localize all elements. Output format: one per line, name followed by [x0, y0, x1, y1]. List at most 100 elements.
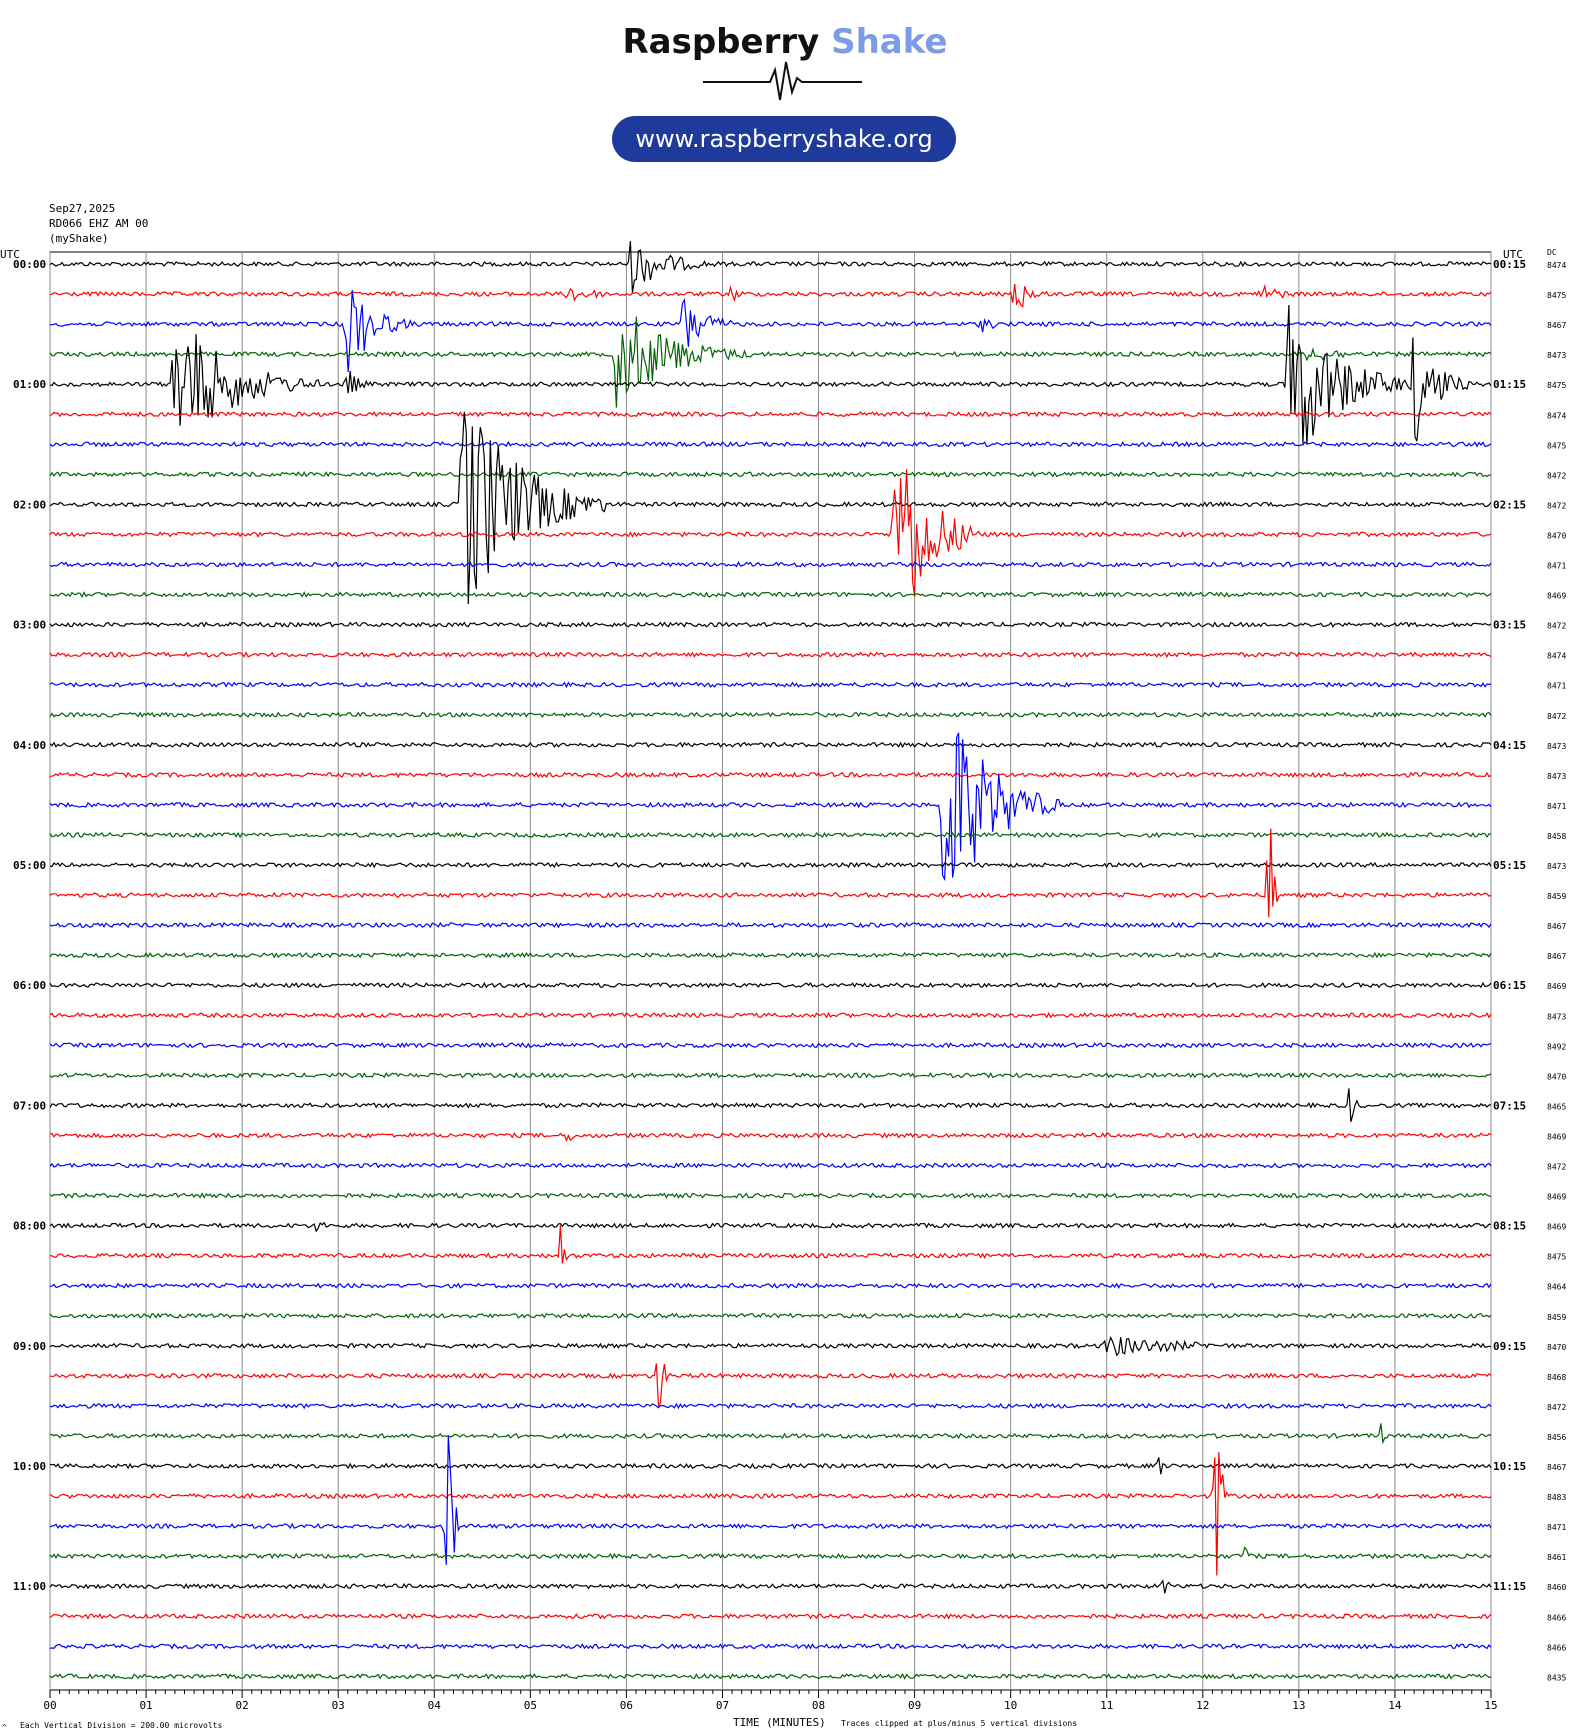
dc-offset-label: 8469: [1547, 1132, 1566, 1141]
dc-offset-label: 8472: [1547, 1163, 1566, 1172]
dc-offset-label: 8459: [1547, 1313, 1566, 1322]
trace-line: [49, 651, 1492, 658]
x-tick-label: 14: [1388, 1699, 1402, 1712]
hour-label-left: 07:00: [13, 1099, 46, 1112]
dc-offset-label: 8475: [1547, 1253, 1566, 1262]
trace-line: [49, 1435, 1492, 1565]
dc-offset-label: 8472: [1547, 712, 1566, 721]
x-tick-label: 07: [716, 1699, 729, 1712]
dc-offset-label: 8459: [1547, 892, 1566, 901]
trace-line: [49, 591, 1492, 598]
dc-offset-label: 8467: [1547, 952, 1566, 961]
dc-offset-label: 8469: [1547, 1223, 1566, 1232]
header: Raspberry Shake www.raspberryshake.org: [0, 0, 1570, 190]
dc-offset-label: 8471: [1547, 562, 1566, 571]
trace-line: [49, 1363, 1492, 1408]
hour-label-right: 05:15: [1493, 859, 1526, 872]
dc-offset-label: 8464: [1547, 1283, 1566, 1292]
trace-line: [49, 861, 1492, 869]
trace-line: [49, 1457, 1492, 1475]
website-link[interactable]: www.raspberryshake.org: [612, 116, 956, 162]
trace-line: [49, 316, 1492, 408]
x-tick-label: 12: [1196, 1699, 1209, 1712]
trace-line: [49, 411, 1492, 605]
dc-offset-label: 8474: [1547, 411, 1566, 420]
hour-label-right: 10:15: [1493, 1460, 1526, 1473]
dc-offset-label: 8467: [1547, 922, 1566, 931]
dc-offset-label: 8474: [1547, 261, 1566, 270]
trace-line: [49, 828, 1492, 918]
dc-offset-label: 8469: [1547, 592, 1566, 601]
trace-line: [49, 469, 1492, 597]
dc-offset-label: 8473: [1547, 1012, 1566, 1021]
trace-line: [49, 1643, 1492, 1650]
trace-line: [49, 1088, 1492, 1123]
hour-label-left: 10:00: [13, 1460, 46, 1473]
hour-label-left: 08:00: [13, 1220, 46, 1233]
trace-line: [49, 1452, 1492, 1576]
x-tick-label: 10: [1004, 1699, 1017, 1712]
trace-line: [49, 1042, 1492, 1049]
dc-offset-label: 8492: [1547, 1042, 1566, 1051]
trace-line: [49, 1579, 1492, 1594]
trace-line: [49, 241, 1492, 293]
trace-line: [49, 1221, 1492, 1233]
brand-accent: Shake: [831, 22, 948, 62]
dc-offset-label: 8465: [1547, 1102, 1566, 1111]
x-tick-label: 09: [908, 1699, 921, 1712]
right-utc-label: UTC: [1503, 248, 1523, 261]
dc-offset-label: 8473: [1547, 862, 1566, 871]
corner-mark: ^: [2, 1723, 7, 1732]
x-tick-label: 06: [620, 1699, 633, 1712]
trace-line: [49, 471, 1492, 478]
hour-label-left: 09:00: [13, 1340, 46, 1353]
left-utc-label: UTC: [0, 248, 20, 261]
trace-line: [49, 1192, 1492, 1199]
dc-offset-label: 8460: [1547, 1583, 1566, 1592]
clipping-note: Traces clipped at plus/minus 5 vertical …: [841, 1719, 1077, 1728]
trace-line: [49, 440, 1492, 448]
date-label: Sep27,2025: [49, 202, 115, 215]
hour-label-left: 04:00: [13, 739, 46, 752]
dc-offset-label: 8473: [1547, 351, 1566, 360]
x-tick-label: 08: [812, 1699, 825, 1712]
x-tick-label: 02: [236, 1699, 249, 1712]
trace-line: [49, 981, 1492, 989]
hour-label-right: 02:15: [1493, 498, 1526, 511]
x-tick-label: 05: [524, 1699, 537, 1712]
dc-offset-label: 8466: [1547, 1643, 1566, 1652]
trace-line: [49, 1162, 1492, 1169]
x-tick-label: 15: [1484, 1699, 1497, 1712]
dc-offset-label: 8458: [1547, 832, 1566, 841]
dc-offset-label: 8467: [1547, 1463, 1566, 1472]
x-tick-label: 11: [1100, 1699, 1113, 1712]
trace-line: [49, 1612, 1492, 1620]
traces: [49, 241, 1492, 1680]
dc-offset-label: 8461: [1547, 1553, 1566, 1562]
hour-label-right: 07:15: [1493, 1099, 1526, 1112]
trace-line: [49, 732, 1492, 882]
dc-offset-label: 8472: [1547, 1403, 1566, 1412]
dc-offset-label: 8474: [1547, 652, 1566, 661]
trace-line: [49, 741, 1492, 749]
brand-name: Raspberry: [622, 22, 820, 62]
hour-label-right: 09:15: [1493, 1340, 1526, 1353]
x-tick-label: 13: [1292, 1699, 1305, 1712]
dc-offset-label: 8473: [1547, 742, 1566, 751]
trace-line: [49, 1071, 1492, 1079]
hour-label-right: 11:15: [1493, 1580, 1526, 1593]
dc-offset-label: 8483: [1547, 1493, 1566, 1502]
hour-label-right: 06:15: [1493, 979, 1526, 992]
dc-offset-label: 8475: [1547, 291, 1566, 300]
trace-line: [49, 951, 1492, 959]
dc-offset-label: 8473: [1547, 772, 1566, 781]
trace-line: [49, 1282, 1492, 1289]
hour-label-left: 06:00: [13, 979, 46, 992]
x-axis-title: TIME (MINUTES): [733, 1716, 826, 1729]
plot-frame: [49, 251, 1492, 1691]
dc-offset-label: 8471: [1547, 682, 1566, 691]
trace-line: [49, 921, 1492, 929]
trace-line: [49, 1672, 1492, 1680]
dc-offset-label: 8435: [1547, 1673, 1566, 1682]
brand-title: Raspberry Shake: [0, 22, 1570, 62]
